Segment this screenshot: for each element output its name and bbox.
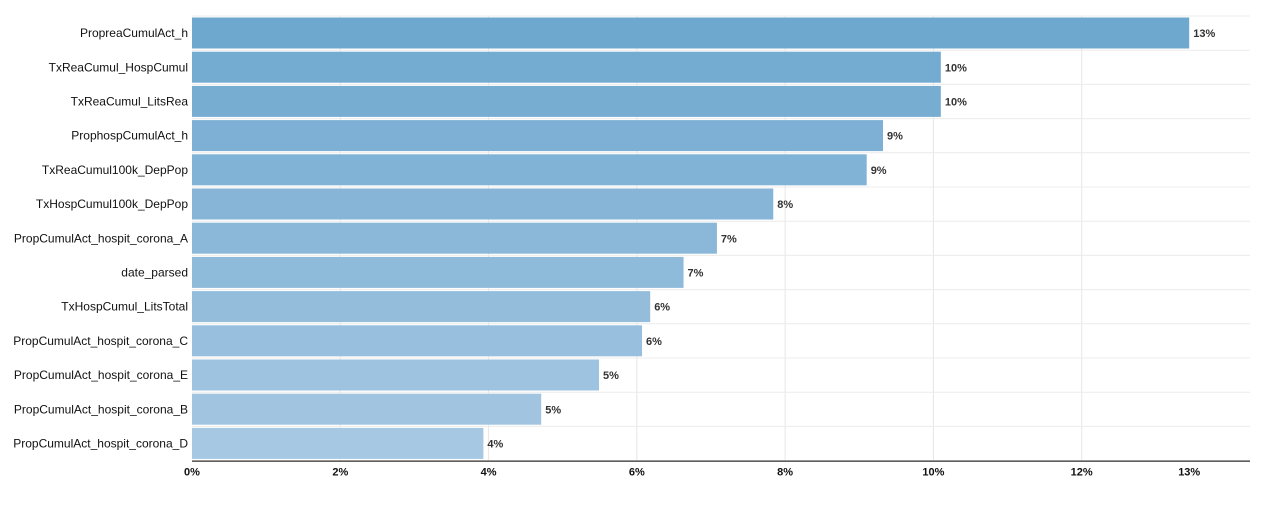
category-label: PropCumulAct_hospit_corona_C — [13, 334, 188, 348]
value-label: 6% — [646, 336, 662, 348]
category-label: ProphospCumulAct_h — [71, 129, 188, 143]
x-tick-label: 8% — [777, 467, 793, 479]
value-label: 9% — [871, 165, 887, 177]
category-label: TxHospCumul_LitsTotal — [61, 300, 188, 314]
value-label: 5% — [603, 370, 619, 382]
x-tick-label: 12% — [1071, 467, 1093, 479]
grid-layer — [192, 15, 1250, 462]
bars-layer — [192, 17, 1190, 459]
category-label: Proprea​CumulAct_h — [80, 26, 188, 40]
value-label: 4% — [487, 439, 503, 451]
bar — [192, 291, 651, 323]
category-label: TxReaCumul_LitsRea — [71, 95, 189, 109]
value-label: 10% — [945, 62, 967, 74]
value-label: 13% — [1193, 28, 1215, 40]
value-label: 7% — [688, 268, 704, 280]
bar — [192, 17, 1190, 49]
labels-layer: Proprea​CumulAct_h 13% TxReaCumul_HospCumu… — [13, 26, 1215, 450]
x-axis: 0% 2% 4% 6% 8% 10% 12% 13% — [184, 460, 1250, 479]
bar — [192, 256, 684, 288]
bar — [192, 188, 774, 220]
x-tick-label: 13% — [1178, 467, 1200, 479]
x-tick-label: 4% — [481, 467, 497, 479]
category-label: date_parsed — [121, 266, 188, 280]
value-label: 7% — [721, 233, 737, 245]
x-tick-label: 6% — [629, 467, 645, 479]
x-tick-label: 2% — [332, 467, 348, 479]
bar — [192, 154, 867, 186]
bar — [192, 325, 643, 357]
x-tick-label: 10% — [922, 467, 944, 479]
category-label: TxHospCumul100k_DepPop — [36, 197, 188, 211]
value-label: 5% — [545, 404, 561, 416]
category-label: PropCumulAct_hospit_corona_B — [14, 402, 188, 416]
bar — [192, 222, 717, 254]
category-label: PropCumulAct_hospit_corona_A — [14, 231, 188, 245]
category-label: TxReaCumul100k_DepPop — [42, 163, 188, 177]
value-label: 9% — [887, 131, 903, 143]
bar — [192, 85, 941, 117]
bar — [192, 393, 542, 425]
value-label: 10% — [945, 97, 967, 109]
category-label: TxReaCumul_HospCumul — [49, 60, 188, 74]
bar — [192, 120, 883, 152]
category-label: PropCumulAct_hospit_corona_D — [13, 437, 188, 451]
value-label: 6% — [654, 302, 670, 314]
value-label: 8% — [777, 199, 793, 211]
bar — [192, 427, 484, 459]
category-label: PropCumulAct_hospit_corona_E — [14, 368, 188, 382]
x-tick-label: 0% — [184, 467, 200, 479]
bar — [192, 51, 941, 83]
bar — [192, 359, 600, 391]
